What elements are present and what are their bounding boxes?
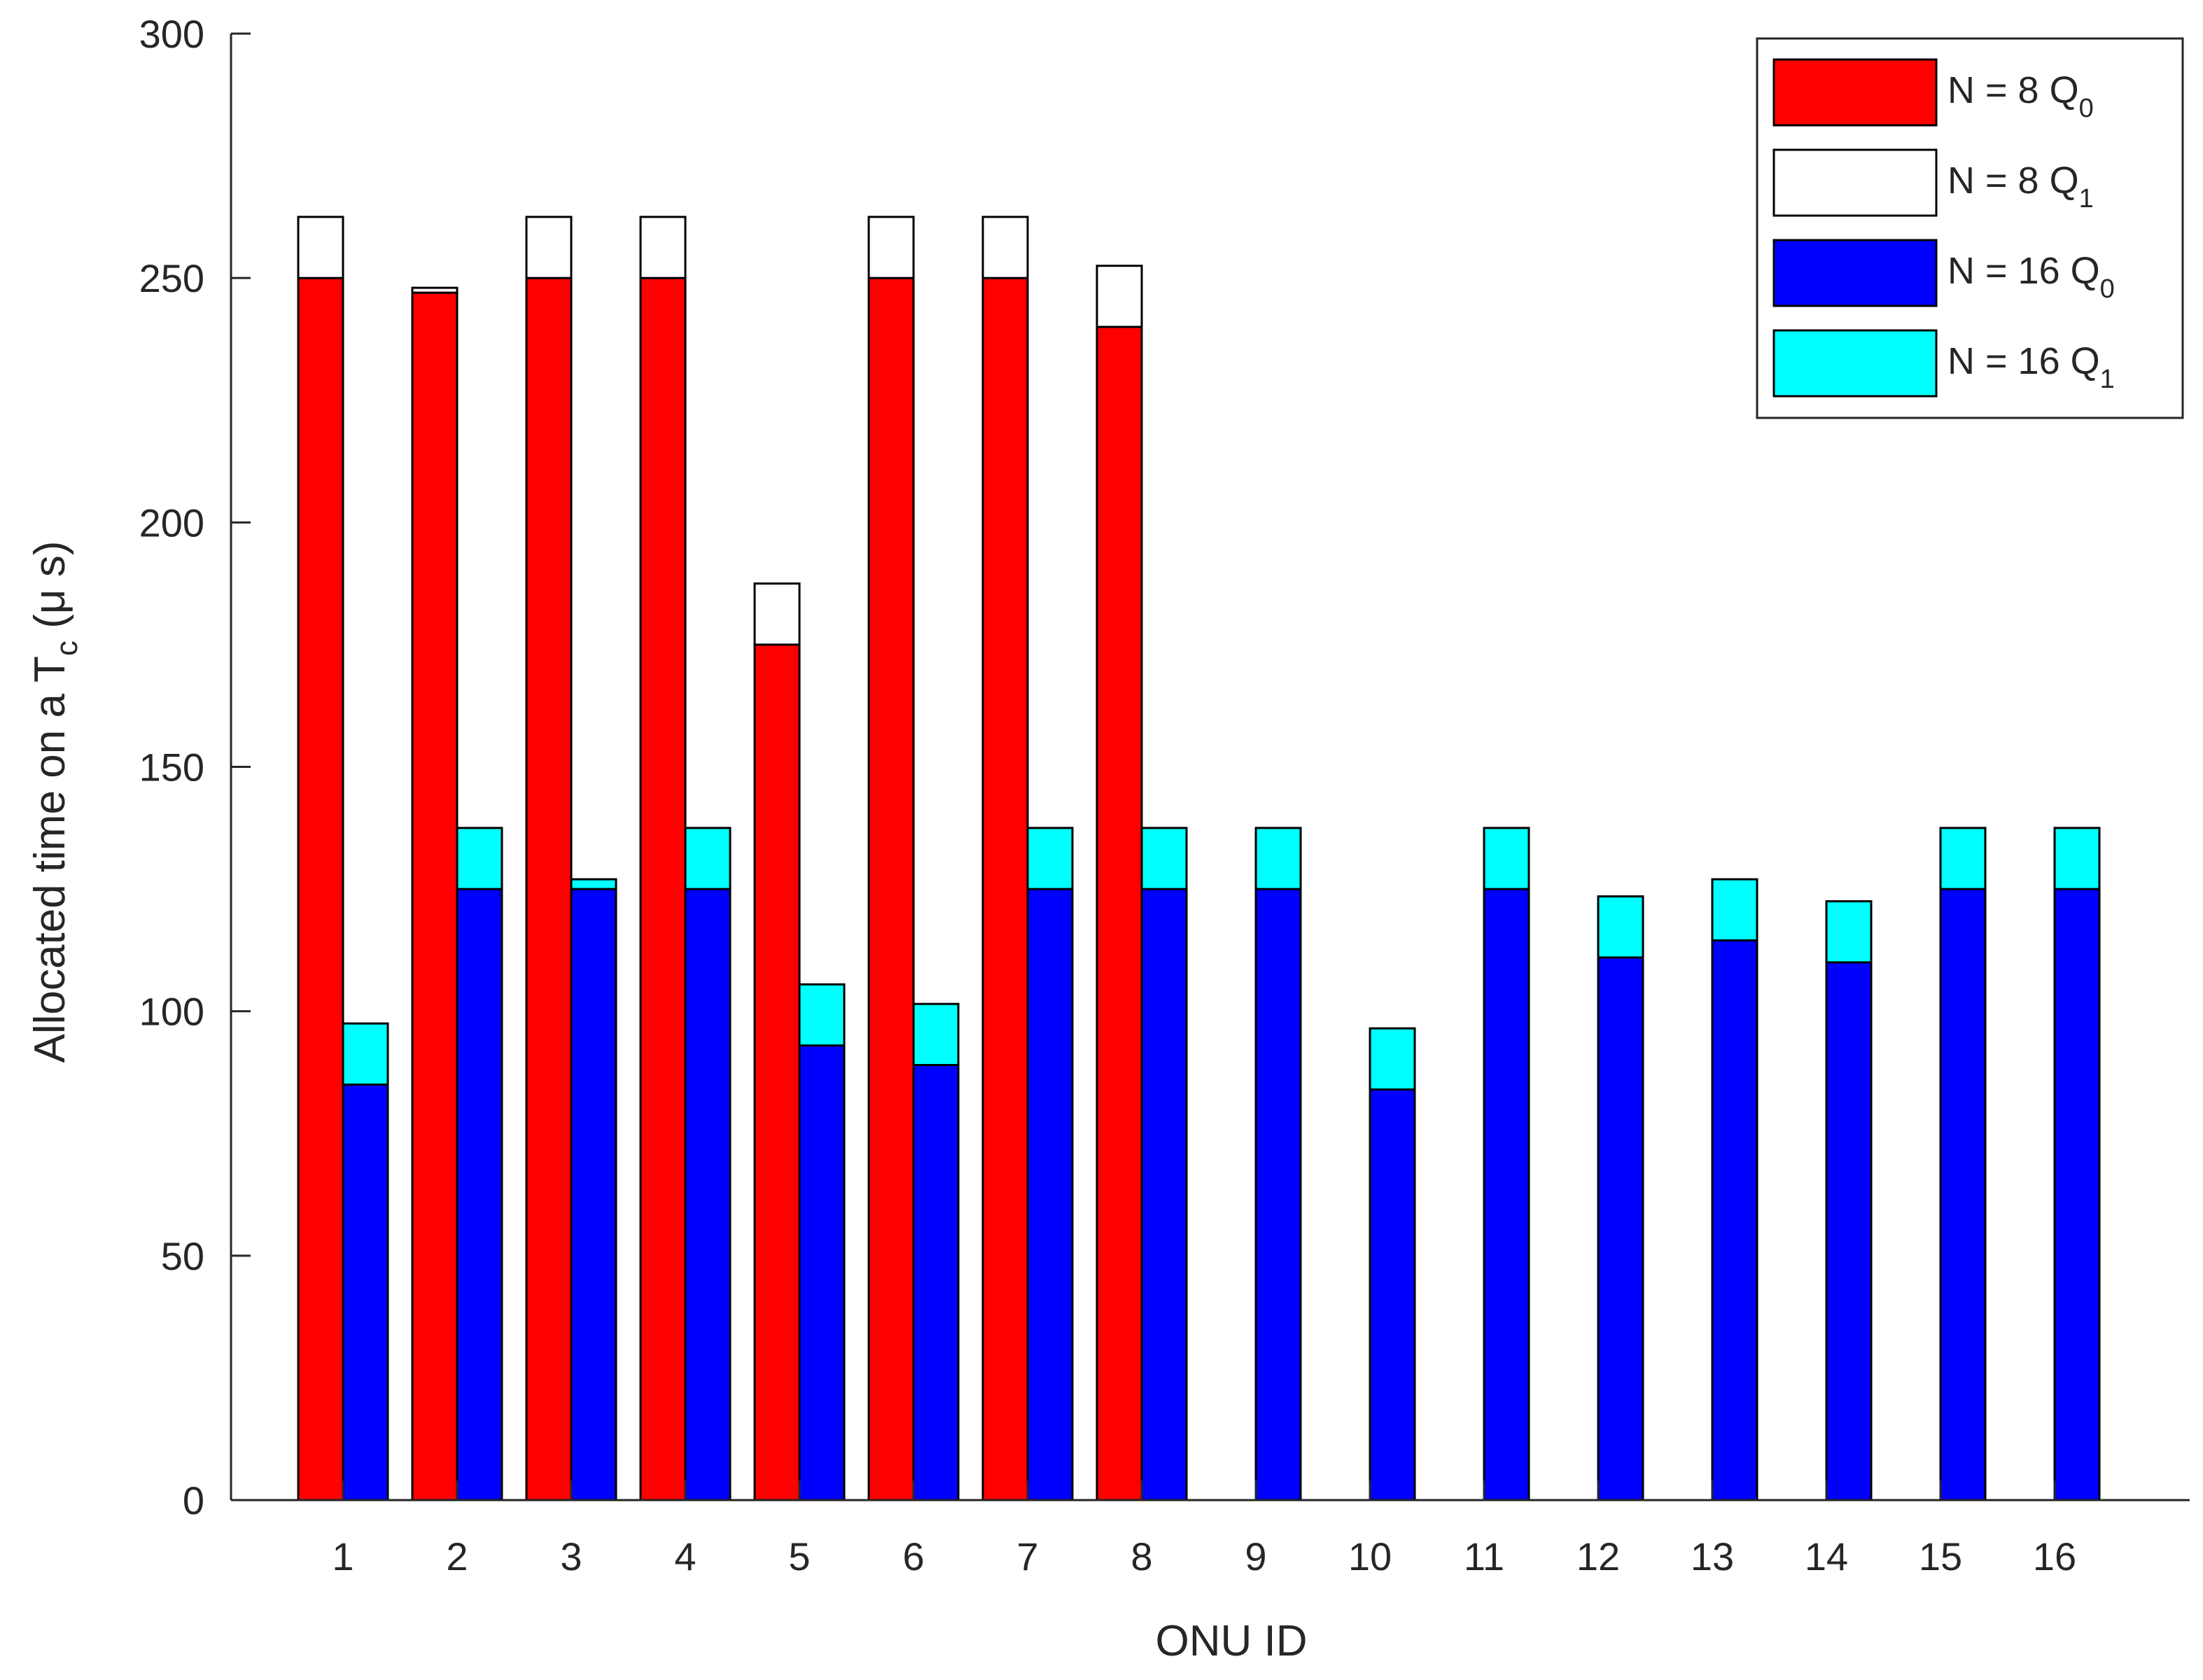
legend-label: N = 16 Q0 xyxy=(1947,250,2115,304)
bar-n16-q0-onu-10 xyxy=(1369,1088,1416,1502)
bar-n16-q1-onu-14 xyxy=(1825,900,1873,964)
bar-n16-q1-onu-12 xyxy=(1597,895,1644,959)
bar-n8-q1-onu-3 xyxy=(525,216,573,279)
bar-n8-q1-onu-5 xyxy=(753,582,801,646)
bar-n16-q0-onu-5 xyxy=(798,1044,846,1502)
bar-n8-q0-onu-3 xyxy=(525,276,573,1502)
bar-n8-q1-onu-6 xyxy=(867,216,915,279)
bar-n16-q1-onu-3 xyxy=(570,878,617,890)
bar-n16-q1-onu-8 xyxy=(1140,827,1188,890)
bar-n8-q0-onu-5 xyxy=(753,643,801,1502)
bar-n16-q1-onu-16 xyxy=(2053,827,2101,890)
y-tick-label: 300 xyxy=(139,12,204,56)
bar-n8-q0-onu-6 xyxy=(867,276,915,1502)
bar-n16-q1-onu-15 xyxy=(1939,827,1987,890)
x-tick-label: 1 xyxy=(332,1534,354,1578)
bar-n16-q1-onu-4 xyxy=(684,827,732,890)
legend-swatch xyxy=(1772,329,1938,398)
legend-label: N = 16 Q1 xyxy=(1947,340,2115,394)
x-tick-label: 4 xyxy=(674,1534,696,1578)
legend-swatch xyxy=(1772,239,1938,307)
bars-layer xyxy=(297,216,2101,1502)
bar-n8-q1-onu-7 xyxy=(981,216,1029,279)
bar-n8-q1-onu-8 xyxy=(1096,265,1143,328)
bar-n8-q0-onu-8 xyxy=(1096,326,1143,1502)
bar-n16-q0-onu-7 xyxy=(1026,888,1074,1502)
bar-n16-q1-onu-5 xyxy=(798,983,846,1047)
x-tick-label: 7 xyxy=(1016,1534,1038,1578)
bar-n16-q1-onu-2 xyxy=(456,827,503,890)
bar-n16-q1-onu-9 xyxy=(1254,827,1302,890)
y-tick-label: 100 xyxy=(139,990,204,1034)
bar-n16-q0-onu-3 xyxy=(570,888,617,1502)
bar-n16-q1-onu-6 xyxy=(912,1002,960,1066)
bar-n8-q0-onu-1 xyxy=(297,276,344,1502)
bar-n8-q1-onu-4 xyxy=(639,216,687,279)
legend-swatch xyxy=(1772,58,1938,127)
x-tick-label: 15 xyxy=(1919,1534,1962,1578)
bar-n16-q0-onu-6 xyxy=(912,1063,960,1502)
x-tick-label: 9 xyxy=(1245,1534,1266,1578)
legend-label: N = 8 Q0 xyxy=(1947,69,2094,123)
x-tick-label: 6 xyxy=(902,1534,924,1578)
legend-swatch xyxy=(1772,148,1938,217)
y-tick-label: 200 xyxy=(139,500,204,545)
x-tick-label: 3 xyxy=(560,1534,582,1578)
bar-n16-q1-onu-10 xyxy=(1369,1027,1416,1091)
bar-n16-q0-onu-11 xyxy=(1483,888,1530,1502)
bar-n8-q1-onu-2 xyxy=(411,286,459,294)
x-tick-label: 14 xyxy=(1805,1534,1848,1578)
bar-n8-q0-onu-7 xyxy=(981,276,1029,1502)
y-tick-label: 150 xyxy=(139,746,204,790)
x-tick-label: 12 xyxy=(1576,1534,1620,1578)
bar-n16-q0-onu-14 xyxy=(1825,961,1873,1502)
x-tick-label: 16 xyxy=(2033,1534,2076,1578)
bar-n16-q1-onu-7 xyxy=(1026,827,1074,890)
x-tick-label: 2 xyxy=(446,1534,468,1578)
bar-n8-q1-onu-1 xyxy=(297,216,344,279)
bar-n16-q0-onu-16 xyxy=(2053,888,2101,1502)
bar-n16-q1-onu-1 xyxy=(342,1022,389,1086)
bar-n8-q0-onu-4 xyxy=(639,276,687,1502)
y-tick-label: 250 xyxy=(139,256,204,300)
bar-n16-q0-onu-13 xyxy=(1711,939,1758,1502)
bar-n16-q0-onu-12 xyxy=(1597,956,1644,1502)
bar-n16-q0-onu-9 xyxy=(1254,888,1302,1502)
x-tick-label: 10 xyxy=(1348,1534,1392,1578)
y-tick-label: 0 xyxy=(183,1478,204,1522)
x-tick-label: 11 xyxy=(1464,1534,1504,1578)
bar-n16-q0-onu-8 xyxy=(1140,888,1188,1502)
bar-n8-q0-onu-2 xyxy=(411,291,459,1502)
bar-n16-q0-onu-2 xyxy=(456,888,503,1502)
bar-n16-q1-onu-11 xyxy=(1483,827,1530,890)
bar-n16-q0-onu-4 xyxy=(684,888,732,1502)
y-tick-label: 50 xyxy=(161,1234,204,1278)
x-axis-title: ONU ID xyxy=(1156,1617,1308,1665)
legend-label: N = 8 Q1 xyxy=(1947,160,2094,214)
x-tick-label: 13 xyxy=(1691,1534,1734,1578)
legend: N = 8 Q0 N = 8 Q1 N = 16 Q0 N = 16 Q1 xyxy=(1756,37,2184,419)
x-tick-label: 5 xyxy=(788,1534,810,1578)
x-tick-label: 8 xyxy=(1131,1534,1152,1578)
bar-n16-q0-onu-1 xyxy=(342,1083,389,1502)
bar-n16-q0-onu-15 xyxy=(1939,888,1987,1502)
bar-n16-q1-onu-13 xyxy=(1711,878,1758,941)
y-axis-title: Allocated time on a Tc (μ s) xyxy=(26,541,84,1063)
